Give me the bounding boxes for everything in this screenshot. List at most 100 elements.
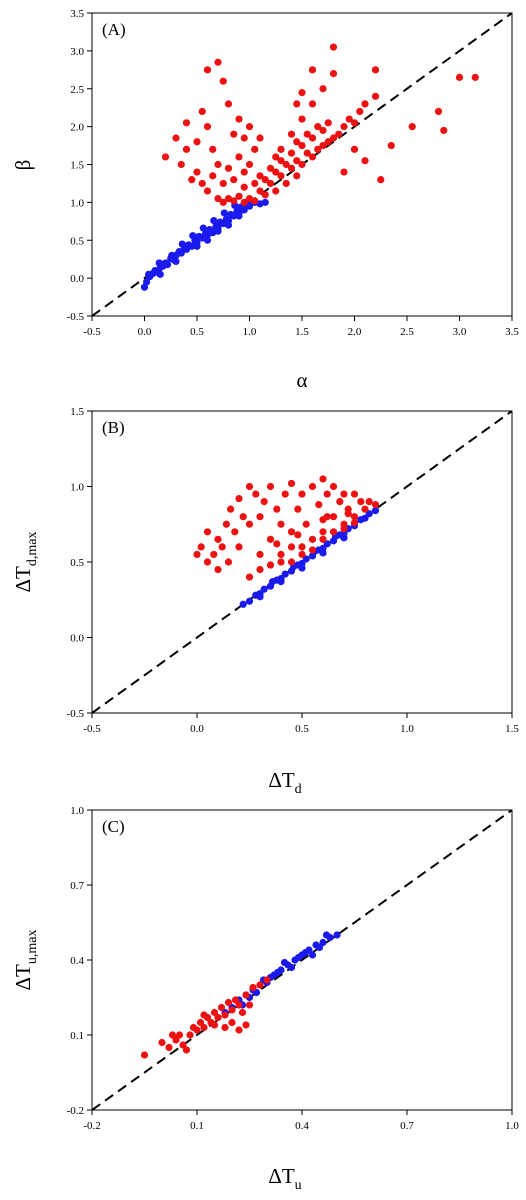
red-point-b	[203, 558, 212, 566]
panel-label-a: (A)	[102, 20, 126, 39]
red-point-a	[293, 172, 301, 180]
red-point-b	[266, 535, 275, 543]
blue-point-b	[323, 540, 331, 548]
red-point-a	[303, 130, 311, 138]
blue-point-c	[315, 943, 324, 952]
red-point-a	[224, 164, 233, 172]
red-point-b	[287, 543, 296, 551]
red-point-a	[287, 130, 296, 138]
x-tick-label-c: -0.2	[83, 1120, 100, 1132]
red-point-c	[245, 1001, 254, 1009]
blue-point-a	[189, 232, 197, 240]
blue-point-a	[177, 249, 185, 257]
red-point-a	[308, 134, 317, 142]
red-point-a	[298, 141, 306, 150]
blue-point-b	[371, 507, 380, 515]
y-tick-label-c: 0.4	[70, 955, 84, 967]
red-point-b	[222, 520, 230, 528]
x-axis-subscript-c: u	[295, 1178, 302, 1193]
red-point-a	[235, 115, 243, 123]
red-point-c	[228, 1018, 236, 1027]
blue-point-a	[214, 227, 222, 235]
y-tick-label-a: 0.5	[70, 235, 84, 247]
blue-point-c	[333, 931, 341, 939]
red-point-a	[219, 198, 227, 206]
red-point-a	[209, 172, 217, 180]
red-point-b	[308, 535, 317, 543]
red-point-a	[361, 157, 369, 165]
blue-point-c	[287, 963, 296, 972]
red-point-c	[140, 1051, 149, 1059]
red-point-c	[238, 1008, 247, 1017]
red-point-b	[371, 501, 380, 509]
red-point-b	[340, 525, 348, 533]
y-tick-label-a: 0.0	[70, 273, 84, 285]
blue-point-c	[252, 988, 261, 997]
red-point-a	[282, 160, 290, 169]
red-point-a	[277, 157, 285, 165]
x-tick-label-b: 1.0	[400, 723, 414, 735]
red-point-a	[329, 70, 338, 78]
red-point-a	[256, 172, 264, 180]
x-tick-label-c: 0.7	[400, 1120, 414, 1132]
red-point-b	[281, 490, 289, 498]
red-point-a	[387, 141, 395, 150]
x-tick-label-a: 3.5	[505, 326, 519, 338]
x-tick-label-c: 0.1	[190, 1120, 204, 1132]
red-point-c	[186, 1031, 194, 1039]
red-point-a	[335, 130, 343, 138]
y-axis-label-a: β	[11, 160, 35, 171]
red-point-b	[308, 546, 317, 554]
red-point-a	[261, 176, 269, 184]
red-point-a	[282, 179, 290, 188]
x-tick-label-c: 1.0	[505, 1120, 519, 1132]
red-point-b	[287, 479, 296, 488]
red-point-b	[319, 475, 327, 483]
blue-point-a	[235, 212, 243, 220]
red-point-c	[249, 983, 257, 992]
red-point-b	[319, 528, 327, 536]
blue-point-a	[245, 202, 254, 210]
blue-point-b	[340, 534, 348, 542]
red-point-b	[227, 505, 235, 513]
red-point-a	[219, 77, 227, 85]
red-point-b	[218, 543, 226, 551]
red-point-b	[287, 558, 296, 566]
red-point-c	[182, 1046, 191, 1054]
red-point-b	[294, 531, 302, 539]
blue-point-b	[256, 593, 264, 601]
red-point-a	[303, 149, 311, 157]
red-point-b	[298, 543, 306, 551]
red-point-a	[356, 107, 364, 116]
red-point-c	[221, 1023, 229, 1032]
red-point-b	[273, 540, 281, 548]
y-axis-subscript-b: d,max	[25, 532, 40, 567]
red-point-a	[329, 134, 338, 142]
y-tick-label-a: -0.5	[67, 311, 85, 323]
blue-point-a	[220, 209, 228, 217]
blue-point-a	[155, 259, 163, 267]
panel-label-b: (B)	[102, 418, 125, 437]
red-point-c	[200, 1023, 208, 1032]
blue-point-a	[203, 236, 212, 244]
red-point-b	[365, 498, 373, 506]
blue-point-a	[143, 278, 151, 286]
blue-point-a	[188, 242, 196, 250]
red-point-b	[235, 494, 243, 503]
y-tick-label-a: 1.5	[70, 160, 84, 172]
y-tick-label-b: -0.5	[67, 708, 85, 720]
y-axis-subscript-c: u,max	[25, 930, 40, 965]
red-point-a	[240, 198, 248, 206]
red-point-b	[323, 490, 331, 498]
blue-point-a	[164, 260, 172, 269]
blue-point-a	[156, 270, 164, 278]
red-point-a	[340, 123, 348, 131]
blue-point-c	[322, 931, 331, 939]
panel-label-c: (C)	[102, 817, 125, 836]
red-point-c	[214, 1013, 222, 1022]
red-point-c	[231, 996, 240, 1004]
panel-b: -0.5 0.0 0.5 1.0 1.5 -0.5 0.0 0.5 1.0 1.5 (B) ΔTd ΔT…	[11, 406, 519, 797]
red-point-c	[217, 1003, 226, 1012]
x-tick-label-b: 0.0	[190, 723, 204, 735]
red-point-c	[242, 1021, 250, 1029]
